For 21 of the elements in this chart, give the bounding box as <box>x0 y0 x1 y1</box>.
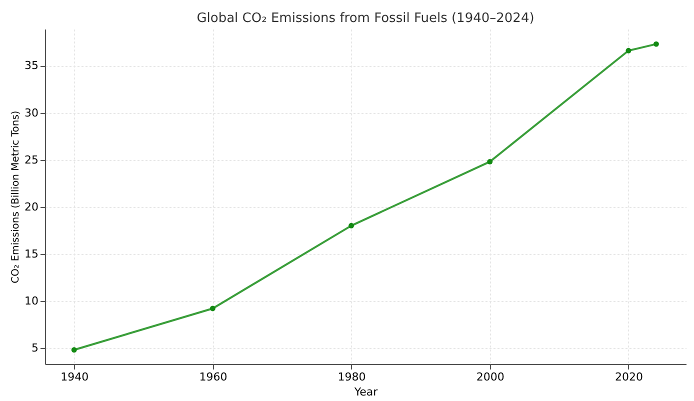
x-tick-label: 1960 <box>199 370 228 384</box>
point <box>653 41 659 47</box>
y-tick-label: 35 <box>24 59 38 72</box>
y-tick-label: 15 <box>24 247 38 260</box>
x-tick-label: 1980 <box>338 370 366 384</box>
point <box>626 48 632 54</box>
y-tick-label: 30 <box>24 106 38 120</box>
point <box>487 158 493 164</box>
y-axis-title: CO₂ Emissions (Billion Metric Tons) <box>10 110 22 284</box>
x-tick-label: 2000 <box>476 370 504 384</box>
y-tick-label: 25 <box>24 153 38 166</box>
y-tick-label: 10 <box>24 294 38 308</box>
point <box>71 347 77 353</box>
chart-title: Global CO₂ Emissions from Fossil Fuels (1940–2024) <box>196 11 534 26</box>
y-tick-label: 5 <box>32 342 38 355</box>
x-tick-label: 2020 <box>614 370 643 384</box>
x-tick-label: 1940 <box>60 370 89 384</box>
x-axis-title: Year <box>353 386 378 398</box>
point <box>348 222 354 228</box>
y-tick-label: 20 <box>24 200 38 214</box>
point <box>210 306 216 312</box>
